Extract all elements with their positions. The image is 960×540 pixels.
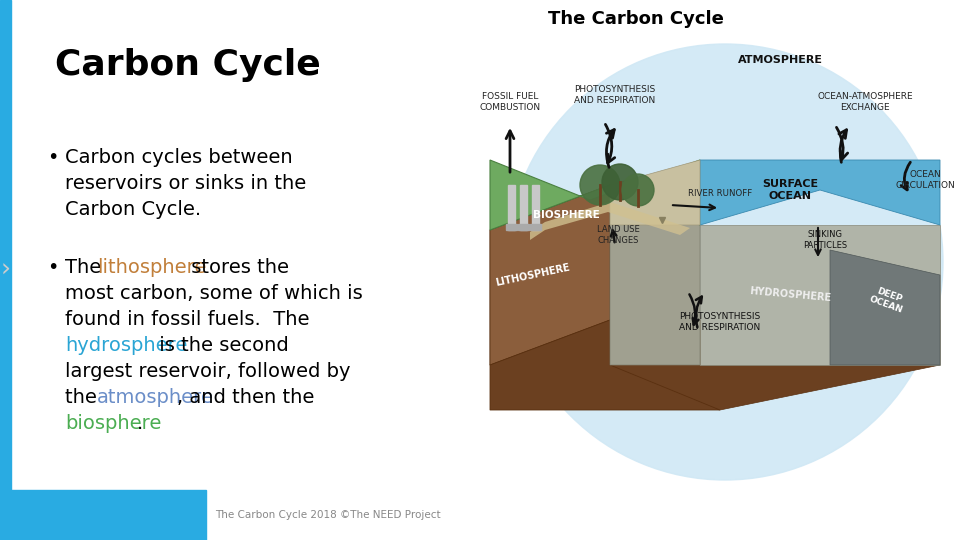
- Circle shape: [580, 165, 620, 205]
- Text: hydrosphere: hydrosphere: [65, 336, 187, 355]
- Polygon shape: [700, 225, 940, 365]
- Text: HYDROSPHERE: HYDROSPHERE: [749, 286, 831, 303]
- Text: OCEAN-ATMOSPHERE
EXCHANGE: OCEAN-ATMOSPHERE EXCHANGE: [817, 92, 913, 112]
- Bar: [532, 185, 539, 230]
- Text: largest reservoir, followed by: largest reservoir, followed by: [65, 362, 350, 381]
- Polygon shape: [490, 320, 940, 410]
- Bar: [518, 224, 529, 230]
- Polygon shape: [490, 185, 610, 365]
- Text: DEEP
OCEAN: DEEP OCEAN: [868, 285, 908, 315]
- Text: The Carbon Cycle 2018 ©The NEED Project: The Carbon Cycle 2018 ©The NEED Project: [215, 510, 441, 520]
- Polygon shape: [610, 185, 700, 365]
- Text: PHOTOSYNTHESIS
AND RESPIRATION: PHOTOSYNTHESIS AND RESPIRATION: [574, 85, 656, 105]
- Bar: [508, 185, 515, 230]
- Text: •: •: [47, 148, 59, 167]
- Text: Carbon Cycle.: Carbon Cycle.: [65, 200, 202, 219]
- Circle shape: [602, 164, 638, 200]
- Text: most carbon, some of which is: most carbon, some of which is: [65, 284, 363, 303]
- Text: •: •: [47, 258, 59, 277]
- Bar: [11, 490, 206, 540]
- Text: atmosphere: atmosphere: [97, 388, 214, 407]
- Text: ›: ›: [1, 258, 11, 282]
- Bar: [0, 0, 11, 540]
- Text: lithosphere: lithosphere: [97, 258, 206, 277]
- Circle shape: [622, 174, 654, 206]
- Polygon shape: [530, 202, 690, 240]
- Text: The: The: [65, 258, 108, 277]
- Text: LITHOSPHERE: LITHOSPHERE: [494, 262, 571, 288]
- Text: PHOTOSYNTHESIS
AND RESPIRATION: PHOTOSYNTHESIS AND RESPIRATION: [680, 312, 760, 332]
- Text: Carbon Cycle: Carbon Cycle: [55, 48, 321, 82]
- Text: Carbon cycles between: Carbon cycles between: [65, 148, 293, 167]
- Text: BIOSPHERE: BIOSPHERE: [533, 210, 599, 220]
- Text: biosphere: biosphere: [65, 414, 161, 433]
- Text: reservoirs or sinks in the: reservoirs or sinks in the: [65, 174, 306, 193]
- Polygon shape: [610, 160, 700, 225]
- Bar: [530, 224, 541, 230]
- Text: LAND USE
CHANGES: LAND USE CHANGES: [596, 225, 639, 245]
- Text: .: .: [137, 414, 143, 433]
- Text: RIVER RUNOFF: RIVER RUNOFF: [688, 188, 752, 198]
- Text: SURFACE
OCEAN: SURFACE OCEAN: [762, 179, 818, 201]
- Text: is the second: is the second: [153, 336, 289, 355]
- Polygon shape: [490, 160, 700, 230]
- Text: ATMOSPHERE: ATMOSPHERE: [737, 55, 823, 65]
- Text: stores the: stores the: [185, 258, 289, 277]
- Polygon shape: [830, 250, 940, 365]
- Text: the: the: [65, 388, 103, 407]
- Text: found in fossil fuels.  The: found in fossil fuels. The: [65, 310, 309, 329]
- Circle shape: [507, 44, 943, 480]
- Text: The Carbon Cycle: The Carbon Cycle: [548, 10, 724, 28]
- Polygon shape: [490, 320, 720, 410]
- Polygon shape: [700, 160, 940, 225]
- Bar: [506, 224, 517, 230]
- Polygon shape: [490, 185, 610, 365]
- Text: OCEAN
CIRCULATION: OCEAN CIRCULATION: [895, 170, 955, 190]
- Text: FOSSIL FUEL
COMBUSTION: FOSSIL FUEL COMBUSTION: [479, 92, 540, 112]
- Text: , and then the: , and then the: [177, 388, 314, 407]
- Text: SINKING
PARTICLES: SINKING PARTICLES: [803, 230, 847, 249]
- Bar: [520, 185, 527, 230]
